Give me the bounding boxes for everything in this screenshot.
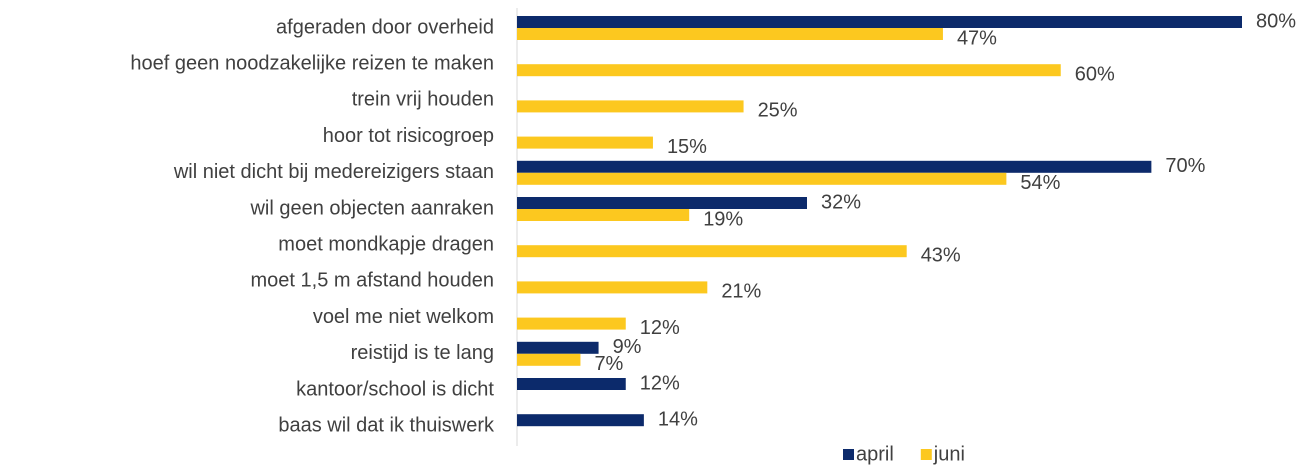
category-label: moet mondkapje dragen xyxy=(278,233,494,255)
bar xyxy=(517,378,626,390)
bar xyxy=(517,16,1242,28)
category-label: trein vrij houden xyxy=(352,89,494,111)
value-label: 70% xyxy=(1165,155,1205,177)
bar xyxy=(517,414,644,427)
bar xyxy=(517,172,1007,185)
bar xyxy=(517,28,943,40)
legend-swatch xyxy=(920,449,932,460)
bar xyxy=(517,353,581,366)
category-label: reistijd is te lang xyxy=(351,342,494,364)
value-label: 32% xyxy=(821,191,861,213)
value-label: 12% xyxy=(640,372,680,394)
value-label: 25% xyxy=(758,100,798,122)
value-label: 80% xyxy=(1256,10,1296,32)
bar xyxy=(517,341,599,354)
value-label: 19% xyxy=(703,208,743,230)
value-label: 60% xyxy=(1075,63,1115,85)
bar xyxy=(517,160,1152,173)
bar xyxy=(517,136,653,149)
legend-label: juni xyxy=(933,443,965,465)
category-label: hoef geen noodzakelijke reizen te maken xyxy=(130,52,494,74)
bar xyxy=(517,100,744,113)
value-label: 54% xyxy=(1020,172,1060,194)
category-label: hoor tot risicogroep xyxy=(323,125,494,147)
value-label: 43% xyxy=(921,244,961,266)
category-label: moet 1,5 m afstand houden xyxy=(251,270,495,292)
value-label: 12% xyxy=(640,317,680,339)
value-label: 14% xyxy=(658,408,698,430)
bar xyxy=(517,209,690,221)
category-label: wil geen objecten aanraken xyxy=(249,197,494,219)
category-label: kantoor/school is dicht xyxy=(296,378,494,400)
category-label: voel me niet welkom xyxy=(313,306,494,328)
value-label: 21% xyxy=(721,281,761,303)
category-label: baas wil dat ik thuiswerk xyxy=(278,414,495,436)
category-label: wil niet dicht bij medereizigers staan xyxy=(173,161,494,183)
value-label: 7% xyxy=(594,353,623,375)
value-label: 9% xyxy=(613,336,642,358)
value-label: 15% xyxy=(667,136,707,158)
bar xyxy=(517,197,807,209)
value-label: 47% xyxy=(957,27,997,49)
bar xyxy=(517,64,1061,77)
legend-swatch xyxy=(843,449,854,460)
category-label: afgeraden door overheid xyxy=(276,16,494,38)
legend-label: april xyxy=(856,443,894,465)
bar xyxy=(517,317,626,330)
bar xyxy=(517,281,708,294)
bar xyxy=(517,245,907,258)
